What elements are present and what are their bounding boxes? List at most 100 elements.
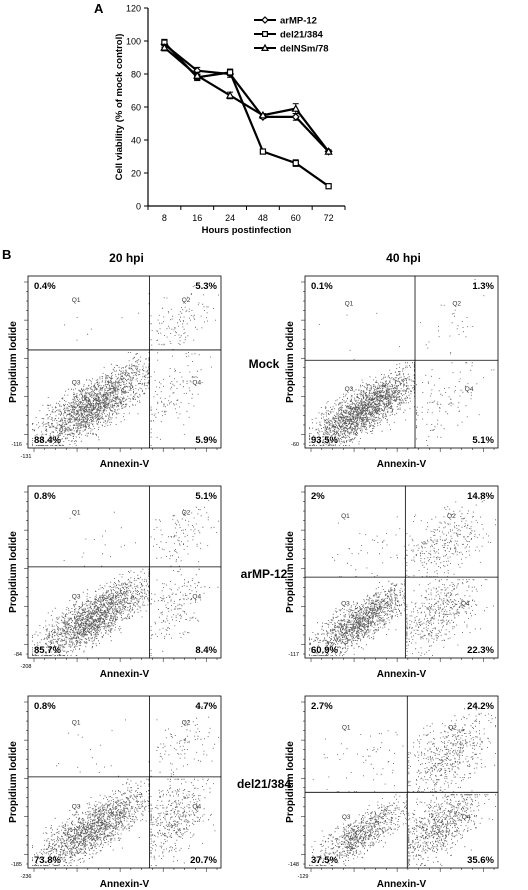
y-axis-title: Propidium Iodide <box>285 741 296 823</box>
q3-percent: 85.7% <box>34 645 61 656</box>
data-point <box>259 148 267 155</box>
series-line <box>163 46 330 153</box>
plot-frame <box>304 275 499 449</box>
x-tick-label: 60 <box>291 213 301 223</box>
y-tick-label: 20 <box>131 169 141 179</box>
q2-percent: 14.8% <box>467 491 494 502</box>
flow-plot: 0.4% 5.3% 88.4% 5.9% Q1 Q2 Q3 Q4 -131 -116 Annexin… <box>8 275 222 470</box>
y-min-label: -116 <box>11 442 22 448</box>
y-axis-title: Propidium Iodide <box>8 531 19 613</box>
q2-percent: 4.7% <box>195 701 217 712</box>
y-tick-label: 80 <box>131 70 141 80</box>
q2-name: Q2 <box>447 513 456 520</box>
q4-name: Q4 <box>461 600 470 607</box>
data-point <box>258 110 268 119</box>
y-min-label: -84 <box>14 652 22 658</box>
q2-percent: 5.1% <box>195 491 217 502</box>
flow-plot: 0.8% 5.1% 85.7% 8.4% Q1 Q2 Q3 Q4 -208 -84 Annexin-… <box>8 485 222 680</box>
q3-percent: 88.4% <box>34 435 61 446</box>
legend-label: arMP-12 <box>280 16 317 27</box>
y-min-label: -117 <box>288 652 299 658</box>
q4-percent: 35.6% <box>467 855 494 866</box>
flow-plot: 2.7% 24.2% 37.5% 35.6% Q1 Q2 Q3 Q4 -129 -148 Annex… <box>285 695 499 890</box>
q2-name: Q2 <box>182 719 191 726</box>
q1-name: Q1 <box>345 300 354 307</box>
q2-name: Q2 <box>182 509 191 516</box>
q2-name: Q2 <box>182 297 191 304</box>
q3-percent: 60.9% <box>311 645 338 656</box>
line-chart: 0 20 40 60 80 100 120 8 16 24 48 60 72 Hours postinfe… <box>114 4 346 236</box>
x-min-label: -236 <box>20 874 31 880</box>
row-label: del21/384 <box>237 777 291 791</box>
x-axis-title: Annexin-V <box>377 669 427 680</box>
q4-name: Q4 <box>192 804 201 811</box>
data-point <box>160 43 169 51</box>
q4-name: Q4 <box>192 594 201 601</box>
x-axis-title: Annexin-V <box>100 669 150 680</box>
plot-frame <box>304 485 499 659</box>
y-min-label: -148 <box>288 862 299 868</box>
series-delNSm/78 <box>160 43 333 155</box>
y-axis-title: Propidium Iodide <box>285 321 296 403</box>
y-axis-title: Propidium Iodide <box>8 321 19 403</box>
q4-name: Q4 <box>192 379 201 386</box>
y-tick-label: 100 <box>126 37 141 47</box>
legend-label: del21/384 <box>280 30 323 41</box>
data-point <box>324 147 333 155</box>
q3-name: Q3 <box>341 600 350 607</box>
q4-percent: 8.4% <box>195 645 217 656</box>
y-min-label: -185 <box>11 862 22 868</box>
q3-name: Q3 <box>72 804 81 811</box>
q3-name: Q3 <box>72 379 81 386</box>
q1-percent: 2% <box>311 491 325 502</box>
q1-percent: 0.4% <box>34 281 56 292</box>
data-point <box>193 71 202 79</box>
q3-percent: 73.8% <box>34 855 61 866</box>
q1-name: Q1 <box>341 513 350 520</box>
legend-marker <box>260 43 270 52</box>
q2-percent: 24.2% <box>467 701 494 712</box>
data-point <box>291 112 300 121</box>
q2-percent: 5.3% <box>195 281 217 292</box>
x-axis-title: Hours postinfection <box>202 225 292 236</box>
event-dots <box>309 279 495 446</box>
q3-percent: 93.5% <box>311 435 338 446</box>
series-arMP-12 <box>160 40 333 156</box>
data-point <box>225 91 235 99</box>
x-axis-title: Annexin-V <box>100 459 150 470</box>
data-point <box>325 183 332 190</box>
q1-percent: 2.7% <box>311 701 333 712</box>
event-dots <box>32 500 219 656</box>
legend-marker <box>262 31 269 38</box>
plot-frame <box>304 695 499 869</box>
y-tick-label: 120 <box>126 4 141 14</box>
x-axis-title: Annexin-V <box>100 879 150 890</box>
q3-name: Q3 <box>342 814 351 821</box>
q1-percent: 0.1% <box>311 281 333 292</box>
x-tick-label: 48 <box>258 213 268 223</box>
legend-label: delNSm/78 <box>280 44 329 55</box>
flow-plot: 0.1% 1.3% 93.5% 5.1% Q1 Q2 Q3 Q4 -60 Annexin-V Pro… <box>285 275 499 470</box>
flow-plot: 2% 14.8% 60.9% 22.3% Q1 Q2 Q3 Q4 -117 Annexin-V Pr… <box>285 485 499 680</box>
q4-percent: 5.9% <box>195 435 217 446</box>
q4-percent: 22.3% <box>467 645 494 656</box>
event-dots <box>32 706 219 866</box>
flow-plot: 0.8% 4.7% 73.8% 20.7% Q1 Q2 Q3 Q4 -236 -185 Annexi… <box>8 695 222 890</box>
q1-name: Q1 <box>342 725 351 732</box>
y-tick-label: 60 <box>131 103 141 113</box>
legend-marker <box>261 16 269 24</box>
x-tick-label: 8 <box>162 213 167 223</box>
plot-frame <box>27 695 222 869</box>
column-header: 40 hpi <box>386 251 421 265</box>
panel-a-label: A <box>94 1 104 16</box>
data-point <box>292 159 299 167</box>
y-axis-title: Propidium Iodide <box>8 741 19 823</box>
q1-name: Q1 <box>72 297 81 304</box>
y-tick-label: 40 <box>131 136 141 146</box>
data-point <box>291 104 300 112</box>
series-line <box>163 43 330 153</box>
q3-percent: 37.5% <box>311 855 338 866</box>
q2-name: Q2 <box>452 300 461 307</box>
event-dots <box>32 285 219 446</box>
